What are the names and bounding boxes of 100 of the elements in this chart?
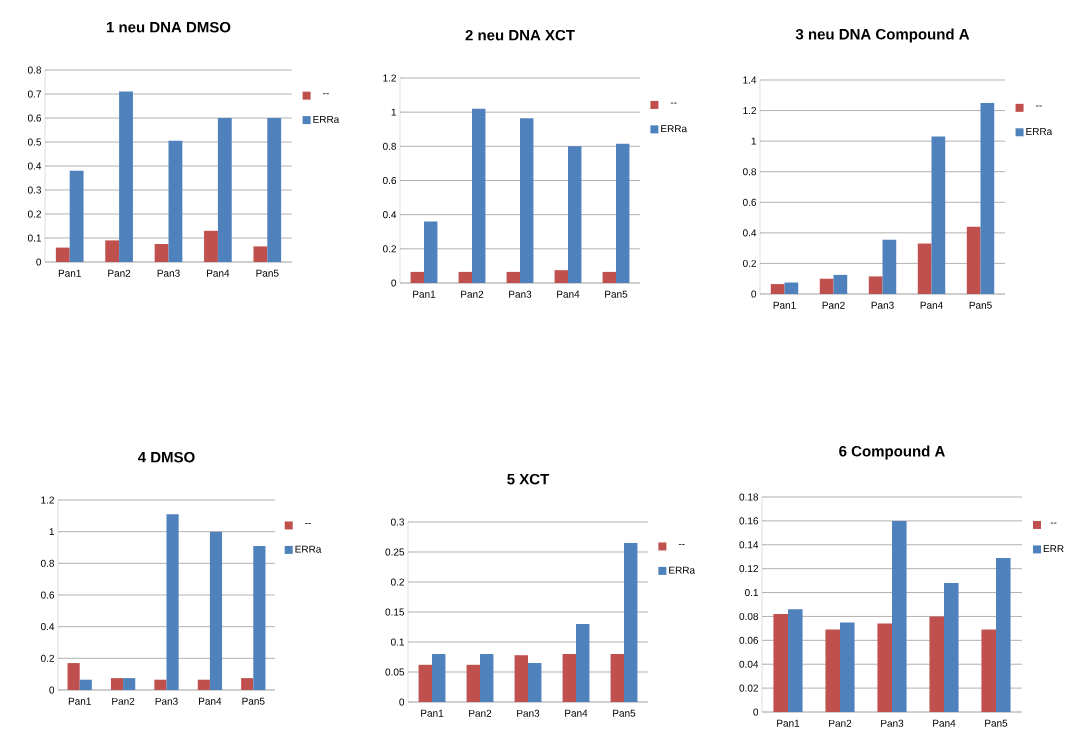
bar xyxy=(253,545,266,690)
x-tick-label: Pan2 xyxy=(829,719,852,727)
bar xyxy=(410,271,424,283)
y-tick-label: 0 xyxy=(391,279,397,287)
bar xyxy=(568,146,582,283)
x-tick-label: Pan5 xyxy=(969,301,992,309)
y-tick-label: 1 xyxy=(391,108,396,116)
y-tick-label: 0.3 xyxy=(27,186,42,194)
y-tick-label: 0.3 xyxy=(390,518,405,526)
y-tick-label: 0.4 xyxy=(27,162,42,170)
bar xyxy=(168,140,183,262)
bar xyxy=(55,247,70,262)
bar xyxy=(784,282,799,294)
bar xyxy=(966,226,981,294)
bar xyxy=(528,663,542,702)
x-tick-label: Pan2 xyxy=(469,709,492,717)
bar xyxy=(877,623,893,712)
bar xyxy=(432,654,446,702)
bar xyxy=(917,243,932,294)
y-tick-label: 0.6 xyxy=(382,176,397,185)
y-tick-label: 0.2 xyxy=(382,245,396,253)
y-tick-label: 1.4 xyxy=(743,76,757,84)
bar xyxy=(458,271,472,283)
bar xyxy=(562,654,576,702)
bar xyxy=(944,583,959,712)
x-tick-label: Pan4 xyxy=(557,290,580,298)
y-tick-label: 0.15 xyxy=(385,608,405,616)
y-tick-label: 0.8 xyxy=(40,559,55,567)
bar xyxy=(773,614,789,712)
y-tick-label: 0.12 xyxy=(739,565,758,573)
y-tick-label: 1 xyxy=(49,528,54,536)
x-tick-label: Pan4 xyxy=(920,301,943,309)
y-tick-label: 0.6 xyxy=(742,198,757,206)
bar xyxy=(154,679,167,690)
bar xyxy=(514,655,528,702)
y-tick-label: 0.8 xyxy=(742,168,757,176)
x-tick-label: Pan3 xyxy=(155,697,178,705)
chart-title: 1 neu DNA DMSO xyxy=(106,21,231,33)
legend-label: -- xyxy=(670,102,677,104)
bar xyxy=(123,678,136,690)
x-tick-label: Pan2 xyxy=(461,290,484,298)
bar xyxy=(616,143,630,283)
x-tick-label: Pan1 xyxy=(773,301,796,309)
y-tick-label: 0.4 xyxy=(382,211,397,219)
y-tick-label: 0.6 xyxy=(27,114,42,122)
y-tick-label: 0.02 xyxy=(739,684,758,692)
bar xyxy=(602,271,617,283)
bar xyxy=(892,520,907,712)
y-tick-label: 0.2 xyxy=(27,210,41,218)
legend-label: ERRa xyxy=(669,566,696,574)
x-tick-label: Pan3 xyxy=(881,719,904,727)
x-tick-label: Pan2 xyxy=(112,697,135,705)
x-tick-label: Pan4 xyxy=(199,697,222,705)
x-tick-label: Pan5 xyxy=(256,269,279,277)
x-tick-label: Pan3 xyxy=(509,290,532,298)
y-tick-label: 0.2 xyxy=(390,578,404,586)
bar xyxy=(267,118,282,262)
bar xyxy=(480,654,494,702)
x-tick-label: Pan5 xyxy=(605,290,628,298)
x-tick-label: Pan4 xyxy=(565,709,588,717)
bar xyxy=(980,102,995,294)
legend-label: -- xyxy=(1050,522,1057,524)
bar xyxy=(981,629,997,712)
x-tick-label: Pan4 xyxy=(933,719,956,727)
bar xyxy=(69,170,84,262)
y-tick-label: 0.06 xyxy=(739,636,759,644)
chart-title: 6 Compound A xyxy=(839,445,945,460)
legend-label: ERRa xyxy=(313,115,340,123)
y-tick-label: 0.5 xyxy=(27,138,42,146)
bar xyxy=(472,108,486,283)
bar xyxy=(110,678,124,690)
bar xyxy=(466,664,480,702)
y-tick-label: 1.2 xyxy=(383,74,396,82)
bar xyxy=(506,271,520,283)
y-tick-label: 1.2 xyxy=(41,496,54,504)
y-tick-label: 0.05 xyxy=(385,668,405,676)
bar xyxy=(119,91,133,262)
x-tick-label: Pan5 xyxy=(613,709,636,717)
bar xyxy=(882,239,897,294)
bar xyxy=(166,514,179,690)
y-tick-label: 0.6 xyxy=(40,591,55,599)
x-tick-label: Pan3 xyxy=(871,301,894,309)
y-tick-label: 0.14 xyxy=(739,541,759,549)
legend-label: ERRa xyxy=(661,125,688,133)
bar xyxy=(209,531,223,690)
y-tick-label: 0.2 xyxy=(40,654,54,662)
x-tick-label: Pan1 xyxy=(58,269,81,277)
bar xyxy=(241,678,254,690)
y-tick-label: 0.4 xyxy=(40,623,55,631)
y-tick-label: 0.1 xyxy=(390,638,404,646)
legend-label: -- xyxy=(678,544,685,545)
bar xyxy=(610,654,625,702)
bar xyxy=(868,276,883,294)
legend-label: -- xyxy=(323,93,329,95)
bar xyxy=(770,284,785,294)
bar xyxy=(79,679,92,690)
y-tick-label: 0 xyxy=(49,686,55,694)
y-tick-label: 0 xyxy=(751,290,757,298)
legend-label: -- xyxy=(1035,105,1042,107)
y-tick-label: 0 xyxy=(753,708,759,716)
